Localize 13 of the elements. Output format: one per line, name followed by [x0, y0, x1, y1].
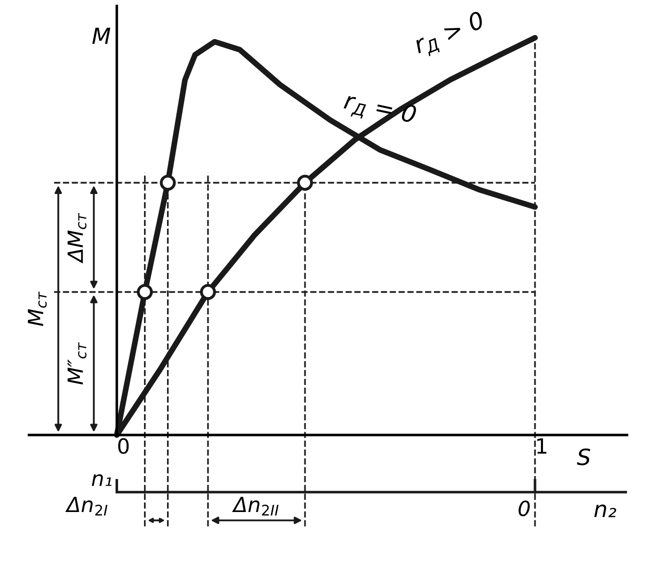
text: 0: [518, 500, 530, 516]
annotation: M″$_{ст}$: [68, 342, 86, 384]
text: r$_{Д}$ = 0: [342, 91, 418, 130]
text: r$_{Д}$ > 0: [412, 10, 488, 60]
text: Δn$_{2I}$: [65, 496, 108, 516]
text: Δn$_{2II}$: [232, 496, 279, 516]
x-tick-label: 1: [537, 438, 546, 454]
annotation: ΔM$_{ст}$: [68, 212, 86, 264]
y-axis-title: M: [92, 28, 110, 44]
annotation: M$_{ст}$: [28, 292, 47, 326]
x-axis-title: S: [576, 448, 590, 466]
text: n₂: [594, 504, 616, 518]
text: n₁: [92, 474, 112, 486]
